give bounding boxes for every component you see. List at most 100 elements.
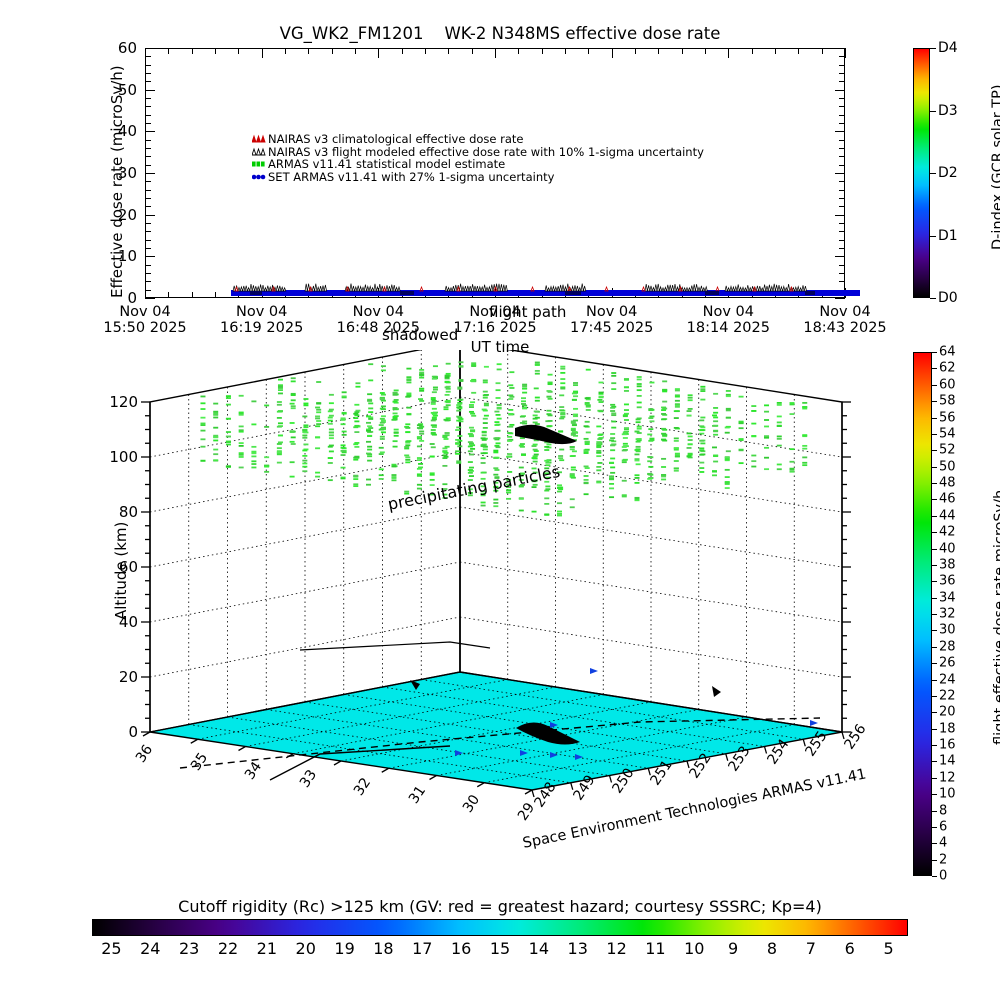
dose-cb-tick	[932, 564, 937, 566]
dose-cb-tick	[932, 466, 937, 468]
y-tick-minor-right	[839, 114, 845, 116]
dose-cb-tick	[932, 646, 937, 648]
y-tick-minor	[145, 206, 151, 208]
y-tick-major-right	[835, 173, 845, 174]
x-tick-time: 15:50 2025	[103, 320, 187, 336]
x-tick-minor-top	[518, 48, 520, 54]
x-tick-minor-top	[798, 48, 800, 54]
x-tick-minor-top	[681, 48, 683, 54]
y-tick-major	[145, 256, 155, 258]
rigidity-tick-label: 24	[140, 939, 161, 958]
rigidity-tick-label: 22	[217, 939, 239, 958]
legend-symbol-circle	[251, 172, 266, 182]
dose-cb-tick	[932, 745, 937, 746]
y-tick-label: 60	[117, 39, 137, 57]
dose-cb-tick	[932, 483, 937, 484]
legend-label: ARMAS v11.41 statistical model estimate	[268, 157, 506, 172]
y-tick-label: 20	[117, 205, 137, 224]
dose-cb-tick	[932, 433, 937, 435]
d-index-tick-label: D2	[938, 165, 958, 181]
dose-cb-tick-label: 52	[939, 442, 956, 458]
dose-cb-tick-label: 6	[939, 819, 948, 835]
dose-cb-tick	[932, 777, 937, 779]
dose-cb-tick	[932, 876, 937, 877]
x-tick-date: Nov 04	[585, 304, 638, 320]
y-tick-minor-right	[839, 156, 845, 158]
altitude-dose-3d-plot	[120, 350, 880, 890]
rigidity-tick-label: 5	[883, 939, 894, 958]
y-tick-minor-right	[839, 206, 845, 208]
dose-cb-tick	[932, 663, 937, 665]
altitude-tick-label: 100	[109, 448, 138, 466]
x-tick-minor-top	[775, 48, 776, 54]
dose-cb-tick-label: 44	[939, 508, 956, 524]
d-index-tick-label: D4	[938, 40, 958, 56]
flight-dose-rate-colorbar-label: flight effective dose rate microSv/h	[992, 489, 1000, 745]
dose-cb-tick	[932, 401, 937, 403]
x-tick-minor-top	[168, 48, 170, 54]
legend-row: NAIRAS v3 climatological effective dose …	[251, 132, 524, 146]
dose-cb-tick-label: 26	[939, 655, 956, 671]
rigidity-tick-label: 7	[805, 939, 816, 958]
d-index-colorbar-label: D-index (GCR,solar,TP)	[990, 84, 1000, 250]
y-tick-minor	[145, 114, 151, 116]
altitude-tick-label: 60	[118, 558, 138, 576]
dose-cb-tick	[932, 368, 937, 370]
dose-cb-tick	[932, 417, 937, 419]
x-tick-minor-top	[751, 48, 753, 54]
legend-label: NAIRAS v3 climatological effective dose …	[268, 132, 524, 146]
y-tick-minor-right	[839, 98, 845, 99]
y-tick-major	[145, 214, 155, 216]
y-tick-minor	[145, 156, 151, 158]
y-tick-label: 10	[117, 247, 137, 266]
dose-cb-tick-label: 20	[939, 704, 956, 720]
x-tick-minor-top	[471, 48, 473, 54]
dose-cb-tick-label: 40	[939, 541, 956, 556]
3d-axes-box	[141, 350, 851, 798]
dose-cb-tick-label: 18	[939, 721, 956, 737]
dose-cb-tick-label: 22	[939, 688, 956, 704]
dose-cb-tick-label: 0	[939, 868, 948, 884]
y-tick-minor-right	[839, 223, 845, 224]
y-tick-minor	[145, 248, 151, 249]
dose-cb-tick-label: 24	[939, 672, 956, 687]
legend-row: ARMAS v11.41 statistical model estimate	[252, 158, 505, 170]
rigidity-tick-label: 14	[528, 939, 550, 958]
dose-cb-tick-label: 4	[939, 835, 948, 851]
x-tick-major-top	[495, 48, 496, 58]
y-tick-major-right	[835, 256, 845, 258]
x-tick-minor-top	[448, 48, 450, 54]
y-tick-minor	[145, 98, 151, 99]
y-tick-minor	[145, 139, 151, 141]
x-tick-minor-top	[308, 48, 310, 54]
y-tick-minor	[145, 64, 151, 66]
rigidity-tick-label: 16	[450, 939, 472, 958]
dose-cb-tick-label: 2	[939, 852, 948, 868]
y-tick-minor-right	[839, 239, 845, 241]
x-tick-minor	[168, 292, 170, 298]
y-tick-minor	[145, 289, 151, 291]
dose-cb-tick-label: 58	[939, 393, 956, 409]
d-index-colorbar	[913, 48, 930, 298]
y-tick-major-right	[835, 89, 845, 91]
x-tick-minor-top	[541, 48, 543, 54]
y-tick-label: 30	[117, 164, 137, 182]
legend-symbol-triangle	[251, 134, 266, 144]
dose-cb-tick-label: 50	[939, 459, 956, 475]
y-tick-major	[145, 131, 155, 133]
y-tick-minor	[145, 164, 151, 166]
x-tick-minor-top	[588, 48, 590, 54]
y-tick-minor-right	[839, 231, 845, 233]
d-index-tick-label: D1	[938, 227, 958, 244]
y-tick-minor	[145, 189, 151, 191]
y-tick-minor-right	[839, 181, 845, 183]
dose-cb-tick-label: 32	[939, 606, 956, 622]
dose-cb-tick	[932, 597, 937, 599]
y-tick-minor-right	[839, 189, 845, 191]
y-tick-minor-right	[839, 106, 845, 108]
dose-cb-tick-label: 62	[939, 360, 956, 376]
x-tick-minor-top	[191, 48, 193, 54]
x-tick-minor-top	[215, 48, 216, 54]
rigidity-tick-label: 9	[728, 939, 739, 958]
y-tick-minor	[145, 56, 151, 58]
